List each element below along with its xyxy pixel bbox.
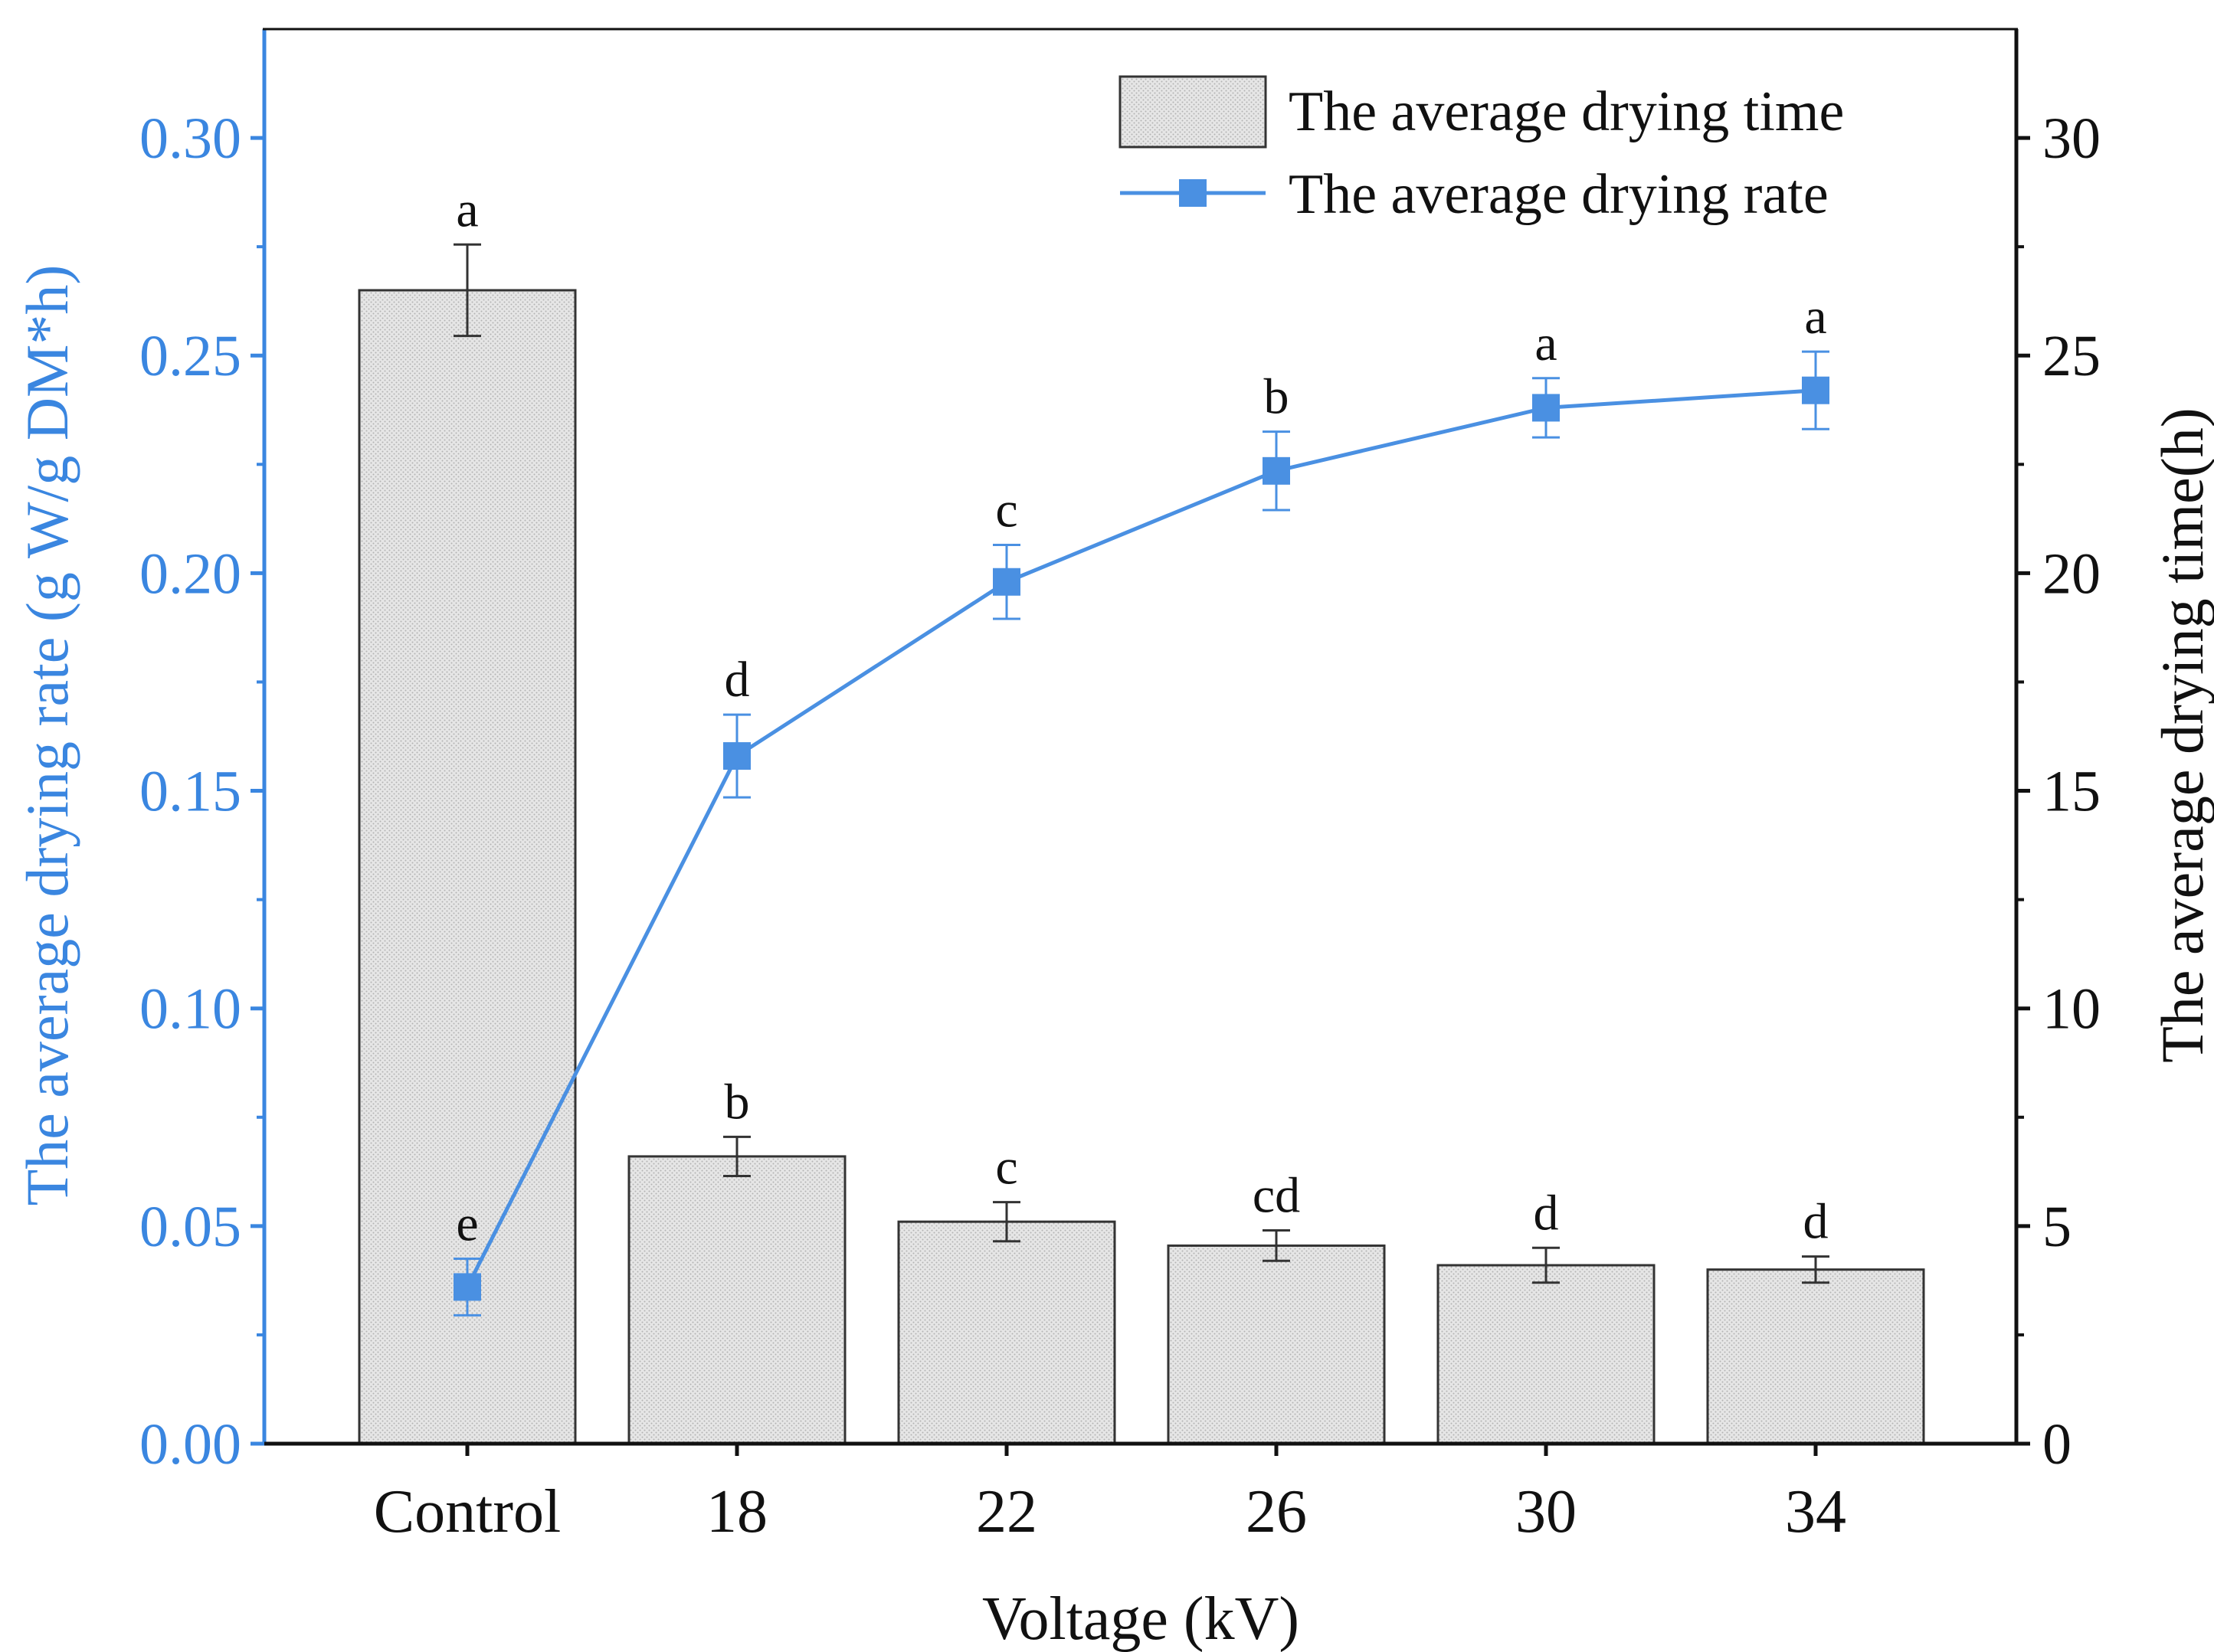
right-tick-label: 10	[2042, 977, 2101, 1042]
left-tick-label: 0.20	[139, 541, 241, 606]
legend-line-marker	[1179, 179, 1207, 207]
left-axis-title: The average drying rate (g W/g DM*h)	[14, 265, 80, 1206]
left-tick-label: 0.30	[139, 106, 241, 171]
right-tick-label: 20	[2042, 541, 2101, 606]
x-ticks-layer: Control 18 22 26 30 34	[374, 1444, 1846, 1546]
line-layer	[454, 350, 1829, 1317]
right-tick-label: 0	[2042, 1412, 2072, 1477]
bar-significance-letter: d	[1803, 1194, 1829, 1250]
bar-errors-layer	[454, 243, 1829, 1284]
legend-bar-label: The average drying time	[1289, 80, 1844, 143]
bar-significance-letter: b	[725, 1074, 750, 1130]
bar	[1436, 1264, 1656, 1445]
right-tick-label: 30	[2042, 106, 2101, 171]
x-tick-label: 30	[1515, 1478, 1577, 1546]
right-tick-label: 25	[2042, 324, 2101, 388]
bar-significance-letter: a	[456, 182, 478, 237]
x-axis-title: Voltage (kV)	[982, 1585, 1299, 1652]
bar	[1167, 1244, 1386, 1445]
rate-significance-letter: a	[1534, 316, 1557, 371]
rate-point	[1263, 456, 1290, 485]
legend-line-label: The average drying rate	[1289, 163, 1829, 226]
rate-line	[465, 388, 1816, 1288]
rate-significance-letter: c	[995, 482, 1017, 538]
rate-significance-letter: a	[1804, 289, 1826, 345]
x-tick-label: Control	[374, 1478, 561, 1546]
legend-bar-swatch	[1118, 75, 1267, 149]
bar	[1706, 1268, 1925, 1445]
rate-significance-letter: b	[1264, 369, 1289, 425]
left-tick-label: 0.25	[139, 324, 241, 388]
rate-point	[1532, 394, 1560, 422]
bar-significance-letter: d	[1534, 1185, 1559, 1241]
x-tick-label: 18	[706, 1478, 768, 1546]
right-tick-label: 5	[2042, 1195, 2072, 1259]
right-tick-label: 15	[2042, 760, 2101, 824]
legend: The average drying time The average dryi…	[1118, 75, 1844, 226]
x-tick-label: 26	[1246, 1478, 1307, 1546]
letters-layer: a b c cd d d e d c b a a	[456, 182, 1828, 1251]
rate-point	[1802, 376, 1829, 404]
rate-point	[723, 742, 751, 770]
bar	[627, 1155, 847, 1445]
bar-significance-letter: c	[995, 1140, 1017, 1196]
bar	[897, 1220, 1116, 1445]
right-ticks-layer: 0 5 10 15 20 25 30	[2016, 106, 2101, 1477]
left-tick-label: 0.10	[139, 977, 241, 1042]
rate-significance-letter: d	[725, 652, 750, 708]
bar-significance-letter: cd	[1253, 1168, 1300, 1224]
bars-layer	[358, 289, 1925, 1445]
left-tick-label: 0.00	[139, 1412, 241, 1477]
rate-significance-letter: e	[456, 1196, 478, 1251]
x-tick-label: 34	[1785, 1478, 1846, 1546]
x-tick-label: 22	[976, 1478, 1037, 1546]
left-tick-label: 0.15	[139, 760, 241, 824]
rate-point	[454, 1273, 481, 1301]
left-ticks-layer: 0.00 0.05 0.10 0.15 0.20 0.25 0.30	[139, 106, 264, 1477]
rate-point	[993, 568, 1020, 596]
right-axis-title: The average drying time(h)	[2149, 407, 2214, 1062]
left-tick-label: 0.05	[139, 1195, 241, 1259]
bar	[358, 289, 577, 1445]
